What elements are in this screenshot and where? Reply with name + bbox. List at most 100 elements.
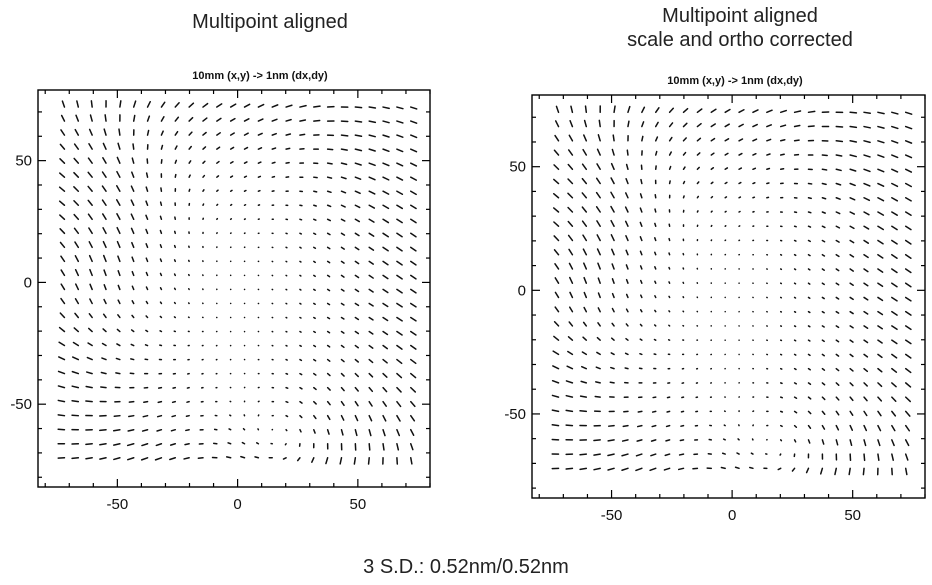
vector-arrow	[243, 203, 247, 207]
vector-arrow	[382, 176, 390, 181]
vector-arrow	[184, 442, 190, 446]
vector-arrow	[216, 160, 220, 164]
vector-arrow	[682, 166, 686, 171]
vector-arrow	[113, 442, 121, 446]
vector-arrow	[368, 148, 376, 152]
vector-arrow	[130, 213, 135, 221]
vector-arrow	[849, 382, 854, 387]
vector-arrow	[552, 207, 560, 213]
right-chart-title: 10mm (x,y) -> 1nm (dx,dy)	[667, 75, 803, 87]
vector-arrow	[174, 159, 178, 164]
vector-arrow	[160, 101, 166, 108]
vector-arrow	[710, 108, 717, 114]
vector-arrow	[611, 322, 615, 327]
vector-arrow	[59, 143, 66, 150]
vector-arrow	[254, 456, 260, 459]
vector-arrow	[779, 453, 782, 456]
vector-arrow	[568, 262, 574, 270]
vector-arrow	[271, 118, 278, 122]
vector-arrow	[849, 353, 854, 358]
vector-arrow	[160, 187, 163, 192]
vector-arrow	[612, 134, 615, 142]
vector-arrow	[891, 410, 897, 417]
vector-arrow	[821, 325, 825, 328]
vector-arrow	[72, 341, 80, 347]
vector-arrow	[89, 268, 93, 277]
vector-arrow	[849, 268, 855, 272]
vector-arrow	[595, 366, 601, 370]
y-tick-label: 50	[15, 153, 32, 170]
vector-arrow	[160, 116, 165, 122]
y-tick-label: 50	[509, 159, 526, 176]
vector-arrow	[229, 103, 237, 108]
vector-arrow	[807, 325, 811, 328]
vector-arrow	[654, 295, 657, 299]
vector-arrow	[271, 104, 279, 108]
vector-arrow	[340, 316, 345, 320]
vector-arrow	[354, 428, 358, 437]
vector-arrow	[368, 316, 374, 321]
vector-arrow	[551, 379, 560, 384]
left-chart-title: 10mm (x,y) -> 1nm (dx,dy)	[192, 70, 328, 82]
vector-arrow	[654, 280, 657, 284]
vector-arrow	[174, 173, 177, 178]
vector-arrow	[877, 211, 885, 216]
vector-arrow	[738, 181, 742, 185]
vector-arrow	[596, 163, 601, 171]
vector-arrow	[142, 414, 149, 418]
vector-arrow	[738, 196, 742, 199]
vector-arrow	[565, 467, 574, 470]
vector-arrow	[636, 439, 643, 442]
vector-arrow	[243, 161, 248, 164]
vector-arrow	[410, 400, 416, 408]
vector-arrow	[145, 300, 149, 305]
vector-arrow	[650, 453, 657, 457]
vector-arrow	[636, 424, 643, 428]
vector-arrow	[555, 105, 560, 114]
vector-arrow	[100, 371, 107, 375]
vector-arrow	[654, 222, 657, 227]
vector-arrow	[368, 134, 377, 138]
vector-arrow	[582, 321, 588, 327]
vector-arrow	[99, 428, 107, 432]
vector-arrow	[622, 424, 629, 428]
vector-arrow	[382, 400, 387, 407]
vector-arrow	[581, 163, 588, 171]
vector-arrow	[639, 250, 643, 256]
vector-arrow	[368, 414, 373, 422]
vector-arrow	[641, 135, 644, 142]
vector-arrow	[313, 288, 316, 292]
vector-arrow	[877, 253, 884, 259]
vector-arrow	[216, 103, 223, 108]
vector-arrow	[666, 410, 671, 413]
vector-arrow	[101, 185, 107, 192]
vector-arrow	[340, 190, 347, 194]
vector-arrow	[116, 170, 121, 178]
vector-arrow	[340, 274, 345, 278]
vector-arrow	[625, 249, 629, 256]
right-quiver-chart: -50 0 50 -50 0 50	[504, 94, 926, 524]
vector-arrow	[202, 160, 206, 164]
vector-arrow	[568, 134, 574, 142]
vector-arrow	[156, 428, 163, 432]
vector-arrow	[296, 457, 301, 462]
vector-arrow	[720, 466, 726, 470]
vector-arrow	[863, 410, 868, 417]
vector-arrow	[595, 206, 601, 213]
vector-arrow	[173, 244, 177, 249]
vector-arrow	[88, 241, 93, 249]
vector-arrow	[904, 154, 913, 159]
vector-arrow	[835, 382, 840, 386]
vector-arrow	[60, 255, 66, 263]
vector-arrow	[611, 278, 615, 284]
vector-arrow	[863, 182, 871, 187]
vector-arrow	[793, 382, 798, 385]
vector-arrow	[396, 400, 402, 408]
vector-arrow	[243, 118, 250, 122]
vector-arrow	[159, 301, 163, 305]
vector-arrow	[59, 241, 66, 249]
vector-arrow	[553, 149, 560, 156]
vector-arrow	[186, 400, 190, 403]
vector-arrow	[271, 161, 276, 164]
vector-arrow	[779, 396, 784, 399]
